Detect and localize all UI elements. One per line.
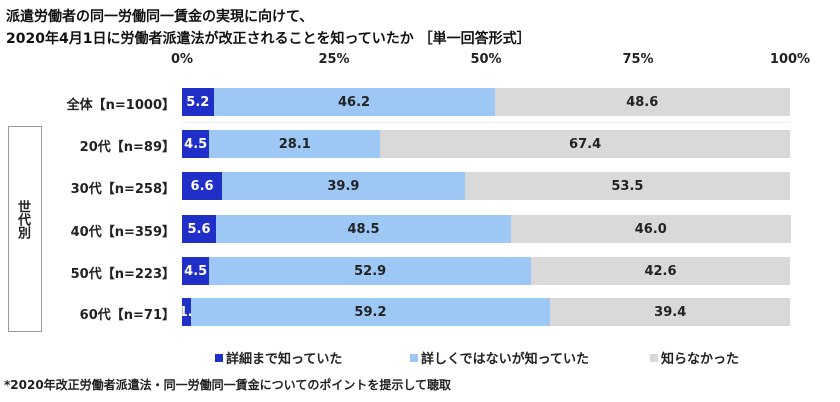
data-label: 46.2 [338,94,371,110]
tick-label: 25% [318,52,350,67]
row-label: 40代【n=359】 [70,225,175,240]
bar-segment: 46.2 [213,88,495,116]
group-box [8,126,42,332]
group-label: 世代別 [15,200,30,239]
data-label: 39.9 [327,178,360,194]
bar-segment: 48.6 [494,88,790,116]
bar-segment: 39.9 [222,172,465,200]
data-label: 67.4 [569,136,602,152]
legend-item: 知らなかった [650,348,739,367]
chart-subtitle: 2020年4月1日に労働者派遣法が改正されることを知っていたか ［単一回答形式］ [6,31,531,47]
legend-item: 詳細まで知っていた [215,348,342,367]
data-label: 48.5 [347,221,380,237]
tick-label: 50% [470,52,502,67]
data-label: 39.4 [654,304,687,320]
separator [182,122,790,123]
bar-segment: 6.6 [182,172,223,200]
bar-segment: 28.1 [209,130,381,158]
row-label: 60代【n=71】 [79,308,175,323]
bar-segment: 1.4 [179,298,202,326]
bar-segment: 4.5 [182,130,210,158]
bar-segment: 67.4 [380,130,790,158]
bar-segment: 46.0 [510,215,791,243]
bar-segment: 5.6 [182,215,217,243]
data-label: 52.9 [354,263,387,279]
data-label: 28.1 [278,136,311,152]
data-label: 53.5 [611,178,644,194]
legend-swatch [215,353,223,362]
legend-swatch [650,353,658,362]
data-label: 4.5 [184,263,208,279]
row-label: 30代【n=258】 [70,182,175,197]
legend-item: 詳しくではないが知っていた [410,348,589,367]
tick-label: 100% [769,52,811,67]
row-label: 50代【n=223】 [70,267,175,282]
data-label: 6.6 [190,178,214,194]
legend-label: 詳細まで知っていた [226,352,343,367]
tick-label: 75% [622,52,654,67]
bar-segment: 39.4 [550,298,790,326]
bar-segment: 53.5 [464,172,790,200]
data-label: 42.6 [644,263,677,279]
bar-segment: 59.2 [190,298,551,326]
legend-label: 詳しくではないが知っていた [421,352,589,367]
data-label: 59.2 [354,304,387,320]
data-label: 46.0 [634,221,667,237]
data-label: 5.6 [187,221,211,237]
legend-label: 知らなかった [661,352,740,367]
chart-title: 派遣労働者の同一労働同一賃金の実現に向けて、 [6,9,314,25]
footnote: *2020年改正労働者派遣法・同一労働同一賃金についてのポイントを提示して聴取 [4,378,451,392]
bar-segment: 5.2 [182,88,214,116]
row-label: 全体【n=1000】 [66,98,175,113]
bar-segment: 48.5 [216,215,511,243]
row-label: 20代【n=89】 [79,140,175,155]
bar-segment: 4.5 [182,257,210,285]
data-label: 48.6 [626,94,659,110]
tick-label: 0% [170,52,194,67]
legend-swatch [410,353,418,362]
data-label: 4.5 [184,136,208,152]
bar-segment: 42.6 [530,257,790,285]
bar-segment: 52.9 [209,257,531,285]
data-label: 5.2 [186,94,210,110]
